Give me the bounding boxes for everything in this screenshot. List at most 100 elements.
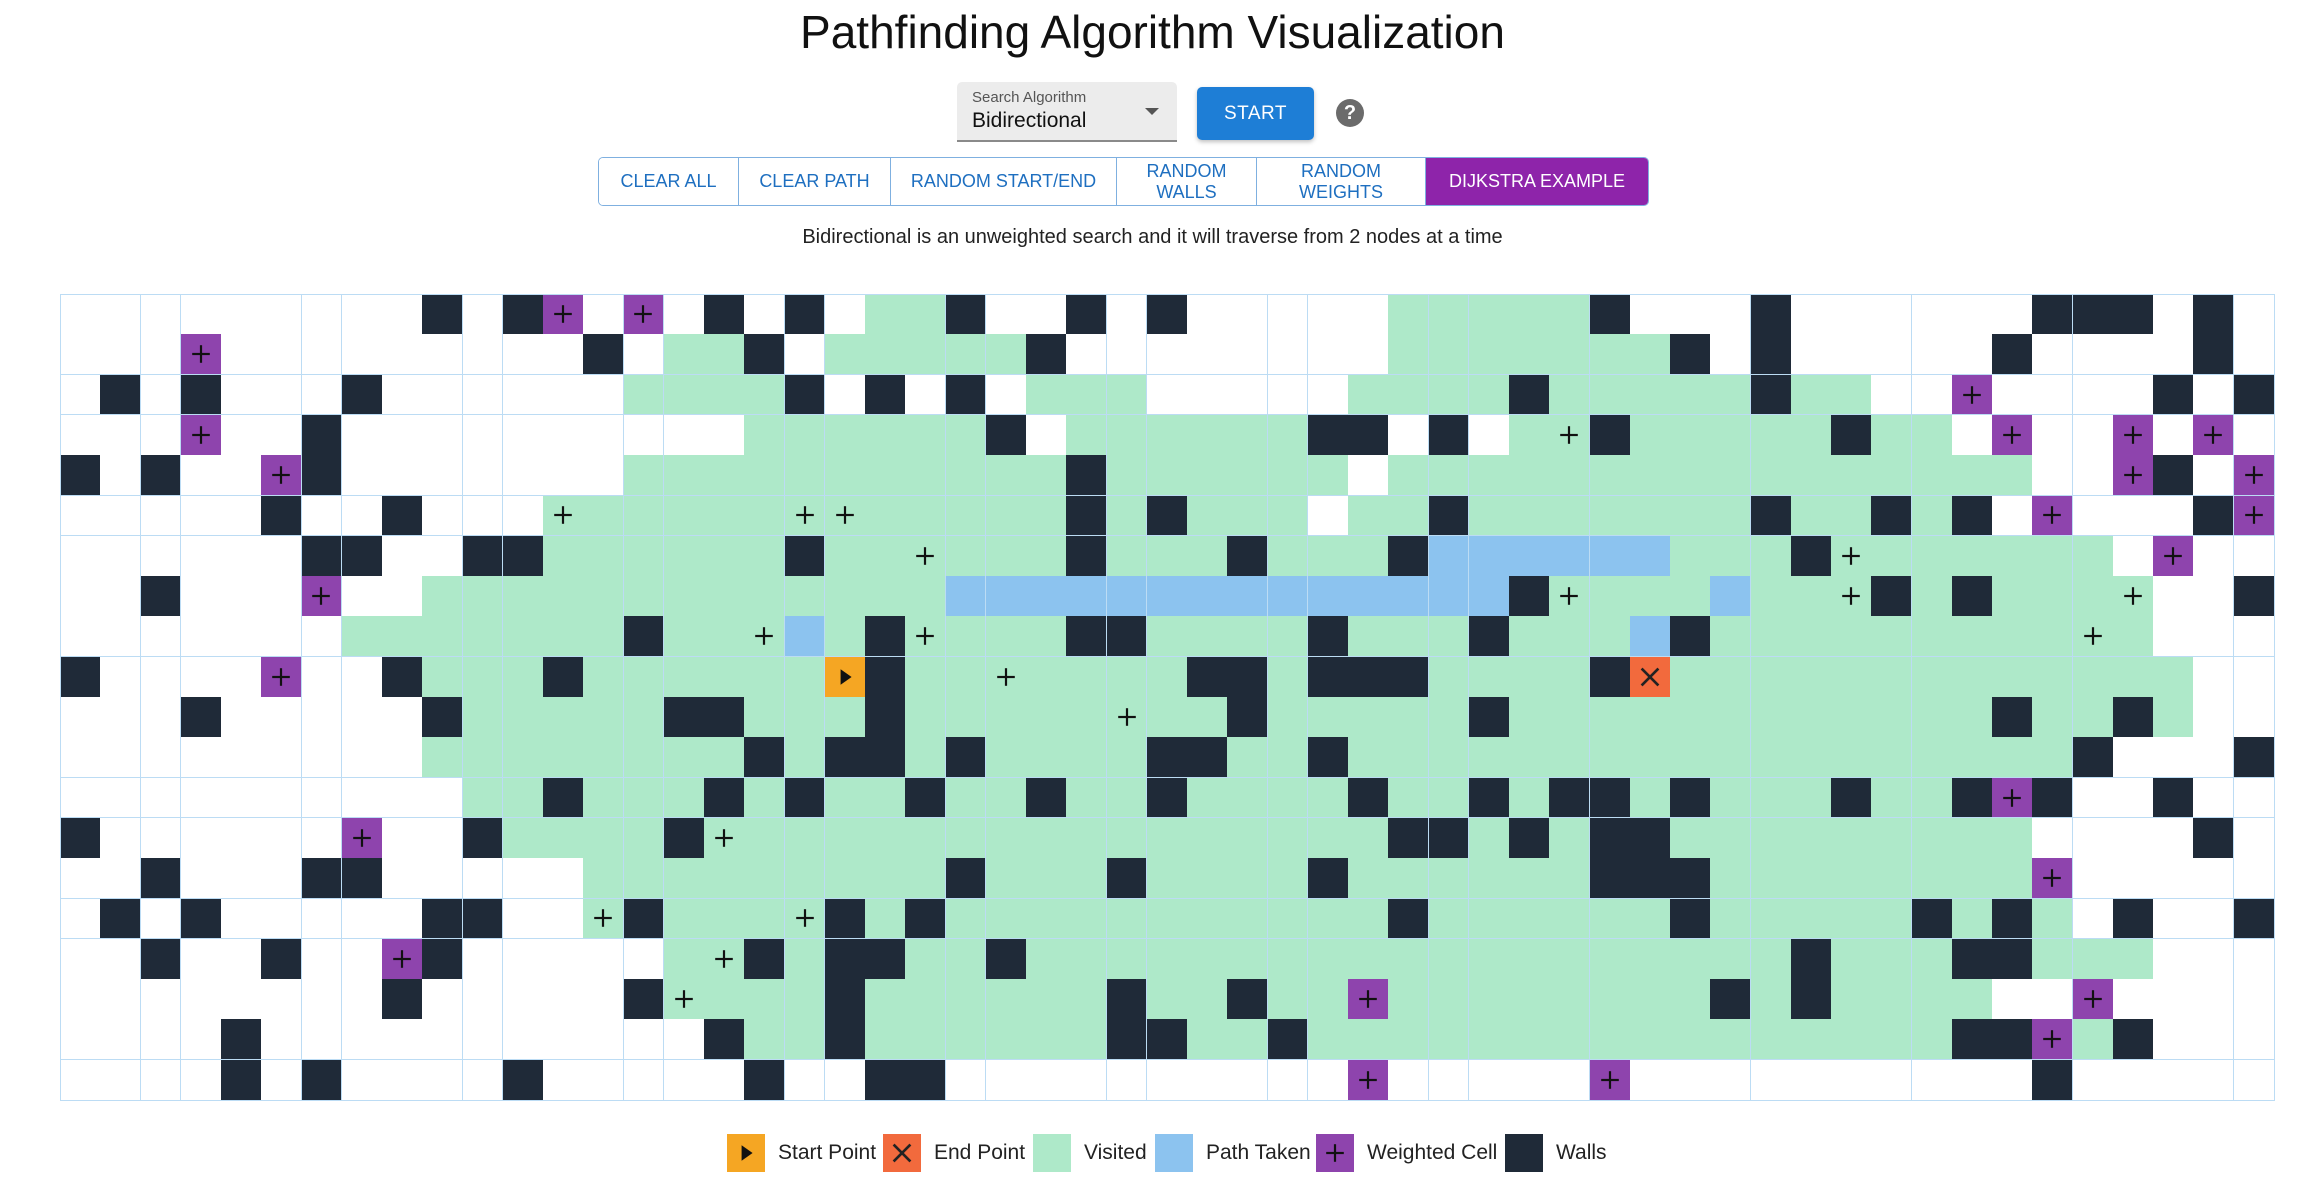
- grid-cell-wall[interactable]: [1106, 858, 1148, 900]
- grid-cell[interactable]: [2193, 576, 2235, 617]
- grid-cell-visited[interactable]: [1549, 294, 1591, 335]
- grid-cell-visited[interactable]: [744, 656, 786, 698]
- grid-cell[interactable]: [1951, 334, 1993, 376]
- grid-cell[interactable]: [341, 938, 383, 980]
- grid-cell-visited[interactable]: [1307, 898, 1349, 940]
- grid-cell-wall[interactable]: [1589, 656, 1631, 698]
- grid-cell[interactable]: [382, 576, 423, 617]
- grid-cell-visited[interactable]: [1227, 495, 1269, 537]
- grid-cell[interactable]: [1227, 294, 1269, 335]
- grid-cell-weighted-visited[interactable]: [905, 616, 947, 658]
- grid-cell[interactable]: [60, 1059, 101, 1101]
- grid-cell-visited[interactable]: [1509, 898, 1550, 940]
- grid-cell[interactable]: [301, 777, 343, 819]
- grid-cell[interactable]: [180, 294, 222, 335]
- grid-cell-wall[interactable]: [2233, 898, 2275, 940]
- grid-cell-visited[interactable]: [865, 334, 906, 376]
- grid-cell-wall[interactable]: [1750, 294, 1792, 335]
- grid-cell-wall[interactable]: [1509, 374, 1550, 416]
- grid-cell-wall[interactable]: [382, 495, 423, 537]
- grid-cell-wall[interactable]: [301, 455, 343, 497]
- grid-cell-visited[interactable]: [1790, 1019, 1832, 1061]
- grid-cell-wall[interactable]: [1589, 294, 1631, 335]
- grid-cell-visited[interactable]: [462, 576, 504, 617]
- grid-cell[interactable]: [341, 898, 383, 940]
- grid-cell-visited[interactable]: [1106, 737, 1148, 779]
- grid-cell[interactable]: [1106, 1059, 1148, 1101]
- grid-cell-visited[interactable]: [1871, 535, 1913, 577]
- grid-cell[interactable]: [1871, 334, 1913, 376]
- grid-cell-visited[interactable]: [2032, 737, 2074, 779]
- grid-cell[interactable]: [1146, 374, 1188, 416]
- grid-cell-visited[interactable]: [1549, 334, 1591, 376]
- grid-cell-path[interactable]: [1468, 535, 1510, 577]
- grid-cell[interactable]: [824, 1059, 866, 1101]
- grid-cell-visited[interactable]: [744, 1019, 786, 1061]
- grid-cell[interactable]: [301, 697, 343, 738]
- grid-cell[interactable]: [60, 576, 101, 617]
- grid-cell-wall[interactable]: [985, 414, 1027, 456]
- grid-cell-wall[interactable]: [2032, 1059, 2074, 1101]
- grid-cell[interactable]: [583, 1019, 625, 1061]
- grid-cell-visited[interactable]: [382, 616, 423, 658]
- grid-cell[interactable]: [1227, 334, 1269, 376]
- grid-cell-visited[interactable]: [663, 656, 705, 698]
- grid-cell-visited[interactable]: [1710, 656, 1752, 698]
- random-weights-button[interactable]: RANDOM WEIGHTS: [1257, 158, 1426, 205]
- grid-cell[interactable]: [2072, 817, 2114, 859]
- grid-cell[interactable]: [744, 294, 786, 335]
- grid-cell-visited[interactable]: [1710, 817, 1752, 859]
- grid-cell[interactable]: [221, 858, 262, 900]
- grid-cell-visited[interactable]: [1871, 938, 1913, 980]
- grid-cell-visited[interactable]: [1468, 737, 1510, 779]
- grid-cell-visited[interactable]: [1187, 697, 1228, 738]
- grid-cell-visited[interactable]: [1066, 414, 1108, 456]
- grid-cell[interactable]: [382, 1059, 423, 1101]
- grid-cell-visited[interactable]: [663, 334, 705, 376]
- grid-cell-wall[interactable]: [2193, 817, 2235, 859]
- grid-cell-visited[interactable]: [1871, 616, 1913, 658]
- grid-cell-visited[interactable]: [1348, 616, 1389, 658]
- grid-cell-wall[interactable]: [1066, 495, 1108, 537]
- grid-cell[interactable]: [60, 334, 101, 376]
- grid-cell-visited[interactable]: [1468, 898, 1510, 940]
- grid-cell-visited[interactable]: [865, 535, 906, 577]
- grid-cell-visited[interactable]: [1589, 374, 1631, 416]
- grid-cell-visited[interactable]: [985, 495, 1027, 537]
- grid-cell-visited[interactable]: [1831, 858, 1873, 900]
- grid-cell[interactable]: [1750, 1059, 1792, 1101]
- grid-cell-visited[interactable]: [1468, 374, 1510, 416]
- grid-cell-visited[interactable]: [865, 817, 906, 859]
- grid-cell-visited[interactable]: [824, 334, 866, 376]
- grid-cell[interactable]: [502, 334, 544, 376]
- grid-cell-visited[interactable]: [1026, 495, 1067, 537]
- grid-cell-visited[interactable]: [1348, 898, 1389, 940]
- grid-cell-visited[interactable]: [1026, 898, 1067, 940]
- grid-cell-visited[interactable]: [1066, 737, 1108, 779]
- grid-cell[interactable]: [180, 576, 222, 617]
- grid-cell-visited[interactable]: [1790, 455, 1832, 497]
- grid-cell[interactable]: [140, 294, 182, 335]
- grid-cell-visited[interactable]: [663, 777, 705, 819]
- grid-cell-weighted[interactable]: [180, 414, 222, 456]
- grid-cell[interactable]: [704, 414, 745, 456]
- grid-cell-path[interactable]: [1187, 576, 1228, 617]
- grid-cell-wall[interactable]: [1307, 737, 1349, 779]
- grid-cell[interactable]: [2032, 374, 2074, 416]
- grid-cell-visited[interactable]: [1106, 455, 1148, 497]
- grid-cell-visited[interactable]: [583, 697, 625, 738]
- grid-cell-visited[interactable]: [1790, 858, 1832, 900]
- grid-cell[interactable]: [140, 535, 182, 577]
- random-start-end-button[interactable]: RANDOM START/END: [891, 158, 1117, 205]
- grid-cell-visited[interactable]: [663, 495, 705, 537]
- grid-cell-weighted[interactable]: [261, 455, 303, 497]
- grid-cell[interactable]: [341, 737, 383, 779]
- grid-cell-visited[interactable]: [1790, 697, 1832, 738]
- grid-cell-visited[interactable]: [623, 697, 665, 738]
- grid-cell-visited[interactable]: [2032, 656, 2074, 698]
- grid-cell-visited[interactable]: [784, 455, 826, 497]
- grid-cell-visited[interactable]: [824, 817, 866, 859]
- grid-cell[interactable]: [100, 334, 142, 376]
- grid-cell[interactable]: [140, 656, 182, 698]
- grid-cell-visited[interactable]: [1267, 898, 1309, 940]
